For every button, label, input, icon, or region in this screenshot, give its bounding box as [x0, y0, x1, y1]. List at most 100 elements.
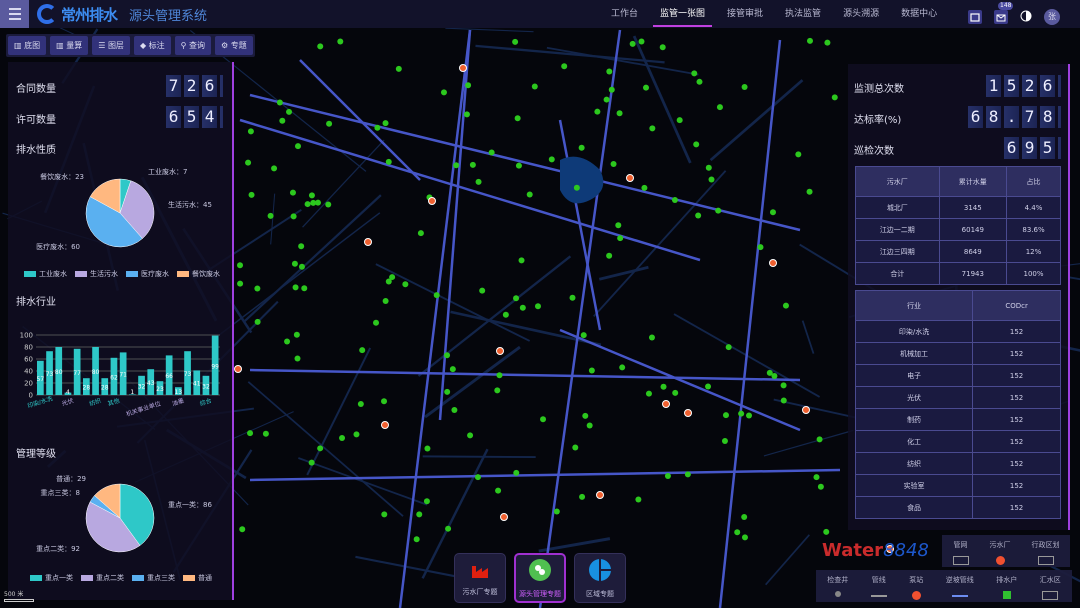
- discharger-marker-icon[interactable]: [594, 108, 601, 115]
- discharger-marker-icon[interactable]: [578, 144, 585, 151]
- pie-slice[interactable]: [85, 196, 143, 248]
- pump-station-marker-icon[interactable]: [662, 400, 670, 408]
- bar[interactable]: [184, 351, 191, 395]
- discharger-marker-icon[interactable]: [449, 366, 456, 373]
- discharger-marker-icon[interactable]: [741, 534, 748, 541]
- toolbar-button-3[interactable]: ◆ 标注: [133, 36, 171, 55]
- pump-station-marker-icon[interactable]: [364, 238, 372, 246]
- discharger-marker-icon[interactable]: [526, 191, 533, 198]
- discharger-marker-icon[interactable]: [635, 496, 642, 503]
- discharger-marker-icon[interactable]: [271, 165, 278, 172]
- legend-item[interactable]: 医疗废水: [126, 269, 169, 279]
- discharger-marker-icon[interactable]: [660, 383, 667, 390]
- discharger-marker-icon[interactable]: [548, 156, 555, 163]
- avatar[interactable]: 张: [1044, 8, 1060, 25]
- table-row[interactable]: 纺织 152: [854, 452, 1061, 475]
- table-row[interactable]: 江边一二期 60149 83.6%: [855, 218, 1062, 241]
- toolbar-button-1[interactable]: ▥ 量算: [50, 36, 89, 55]
- theme-button-0[interactable]: 污水厂专题: [454, 553, 506, 603]
- bar[interactable]: [73, 348, 81, 395]
- bar[interactable]: [119, 352, 127, 395]
- discharger-marker-icon[interactable]: [424, 445, 431, 452]
- table-row[interactable]: 印染/水洗 152: [854, 320, 1061, 343]
- discharger-marker-icon[interactable]: [715, 207, 722, 214]
- discharger-marker-icon[interactable]: [606, 252, 613, 259]
- table-row[interactable]: 城北厂 3145 4.4%: [855, 196, 1062, 219]
- discharger-marker-icon[interactable]: [237, 280, 244, 287]
- discharger-marker-icon[interactable]: [514, 115, 521, 122]
- discharger-marker-icon[interactable]: [353, 431, 360, 438]
- discharger-marker-icon[interactable]: [444, 388, 451, 395]
- table-row[interactable]: 食品 152: [854, 496, 1061, 519]
- pump-station-marker-icon[interactable]: [886, 545, 894, 553]
- discharger-marker-icon[interactable]: [617, 235, 624, 242]
- pie-slice[interactable]: [119, 180, 155, 239]
- discharger-marker-icon[interactable]: [817, 483, 824, 490]
- discharger-marker-icon[interactable]: [317, 445, 324, 452]
- pump-station-marker-icon[interactable]: [381, 421, 389, 429]
- nav-item-3[interactable]: 执法监管: [785, 9, 822, 19]
- pump-station-marker-icon[interactable]: [459, 64, 467, 72]
- discharger-marker-icon[interactable]: [502, 311, 509, 318]
- discharger-marker-icon[interactable]: [301, 285, 308, 292]
- discharger-marker-icon[interactable]: [469, 161, 476, 168]
- discharger-marker-icon[interactable]: [248, 191, 255, 198]
- discharger-marker-icon[interactable]: [746, 412, 753, 419]
- discharger-marker-icon[interactable]: [716, 104, 723, 111]
- discharger-marker-icon[interactable]: [289, 189, 296, 196]
- discharger-marker-icon[interactable]: [254, 318, 261, 325]
- legend-item[interactable]: 行政区划: [1032, 540, 1060, 567]
- discharger-marker-icon[interactable]: [286, 108, 293, 115]
- discharger-marker-icon[interactable]: [695, 212, 702, 219]
- legend-item[interactable]: 普通: [183, 573, 212, 583]
- legend-item[interactable]: 管网: [952, 540, 969, 567]
- discharger-marker-icon[interactable]: [381, 398, 388, 405]
- legend-item[interactable]: 餐饮废水: [177, 269, 220, 279]
- message-icon[interactable]: 148: [994, 1, 1014, 24]
- discharger-marker-icon[interactable]: [603, 96, 610, 103]
- discharger-marker-icon[interactable]: [496, 372, 503, 379]
- discharger-marker-icon[interactable]: [337, 38, 344, 45]
- toolbar-button-4[interactable]: ⚲ 查询: [174, 36, 212, 55]
- legend-item[interactable]: 检查井: [827, 575, 848, 602]
- discharger-marker-icon[interactable]: [513, 469, 520, 476]
- discharger-marker-icon[interactable]: [291, 260, 298, 267]
- discharger-marker-icon[interactable]: [339, 434, 346, 441]
- legend-item[interactable]: 逆坡管线: [946, 575, 974, 602]
- discharger-marker-icon[interactable]: [262, 430, 269, 437]
- bar[interactable]: [92, 347, 99, 395]
- discharger-marker-icon[interactable]: [705, 383, 712, 390]
- discharger-marker-icon[interactable]: [766, 369, 773, 376]
- discharger-marker-icon[interactable]: [813, 474, 820, 481]
- legend-item[interactable]: 工业废水: [24, 269, 67, 279]
- bar[interactable]: [165, 355, 173, 395]
- discharger-marker-icon[interactable]: [641, 184, 648, 191]
- table-row[interactable]: 江边三四期 8649 12%: [855, 240, 1062, 263]
- discharger-marker-icon[interactable]: [672, 389, 679, 396]
- discharger-marker-icon[interactable]: [381, 511, 388, 518]
- discharger-marker-icon[interactable]: [467, 432, 474, 439]
- discharger-marker-icon[interactable]: [465, 82, 472, 89]
- nav-item-0[interactable]: 工作台: [611, 9, 639, 19]
- discharger-marker-icon[interactable]: [638, 38, 645, 45]
- discharger-marker-icon[interactable]: [357, 401, 364, 408]
- discharger-marker-icon[interactable]: [649, 125, 656, 132]
- pump-station-marker-icon[interactable]: [500, 513, 508, 521]
- discharger-marker-icon[interactable]: [512, 38, 519, 45]
- discharger-marker-icon[interactable]: [588, 367, 595, 374]
- discharger-marker-icon[interactable]: [519, 304, 526, 311]
- discharger-marker-icon[interactable]: [284, 338, 291, 345]
- discharger-marker-icon[interactable]: [267, 212, 274, 219]
- discharger-marker-icon[interactable]: [293, 331, 300, 338]
- discharger-marker-icon[interactable]: [664, 473, 671, 480]
- discharger-marker-icon[interactable]: [389, 274, 396, 281]
- discharger-marker-icon[interactable]: [582, 412, 589, 419]
- discharger-marker-icon[interactable]: [795, 151, 802, 158]
- discharger-marker-icon[interactable]: [606, 68, 613, 75]
- discharger-marker-icon[interactable]: [413, 536, 420, 543]
- discharger-marker-icon[interactable]: [475, 178, 482, 185]
- discharger-marker-icon[interactable]: [734, 529, 741, 536]
- discharger-marker-icon[interactable]: [308, 192, 315, 199]
- discharger-marker-icon[interactable]: [769, 209, 776, 216]
- discharger-marker-icon[interactable]: [374, 124, 381, 131]
